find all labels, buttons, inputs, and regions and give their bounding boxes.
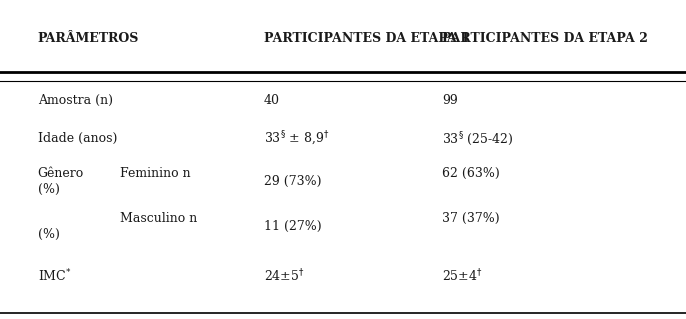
Text: 99: 99 bbox=[442, 94, 458, 107]
Text: PARÂMETROS: PARÂMETROS bbox=[38, 32, 139, 45]
Text: 24±5$^{\dagger}$: 24±5$^{\dagger}$ bbox=[264, 268, 305, 284]
Text: Masculino n: Masculino n bbox=[120, 212, 198, 225]
Text: 25±4$^{\dagger}$: 25±4$^{\dagger}$ bbox=[442, 268, 483, 284]
Text: (%): (%) bbox=[38, 183, 60, 196]
Text: Amostra (n): Amostra (n) bbox=[38, 94, 113, 107]
Text: 29 (73%): 29 (73%) bbox=[264, 175, 322, 188]
Text: 33$^{\S}$ (25-42): 33$^{\S}$ (25-42) bbox=[442, 130, 514, 148]
Text: 37 (37%): 37 (37%) bbox=[442, 212, 500, 225]
Text: Gênero: Gênero bbox=[38, 167, 84, 180]
Text: 40: 40 bbox=[264, 94, 280, 107]
Text: PARTICIPANTES DA ETAPA 1: PARTICIPANTES DA ETAPA 1 bbox=[264, 32, 470, 45]
Text: PARTICIPANTES DA ETAPA 2: PARTICIPANTES DA ETAPA 2 bbox=[442, 32, 648, 45]
Text: IMC$^{*}$: IMC$^{*}$ bbox=[38, 268, 71, 284]
Text: (%): (%) bbox=[38, 228, 60, 241]
Text: 11 (27%): 11 (27%) bbox=[264, 220, 322, 233]
Text: Feminino n: Feminino n bbox=[120, 167, 191, 180]
Text: 33$^{\S}$ ± 8,9$^{\dagger}$: 33$^{\S}$ ± 8,9$^{\dagger}$ bbox=[264, 130, 329, 148]
Text: Idade (anos): Idade (anos) bbox=[38, 132, 117, 145]
Text: 62 (63%): 62 (63%) bbox=[442, 167, 500, 180]
